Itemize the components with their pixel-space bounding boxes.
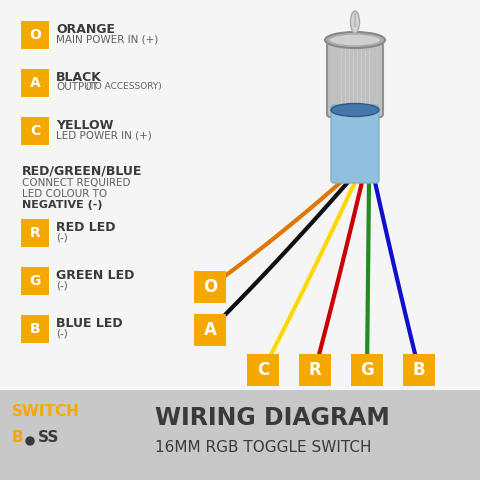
Text: O: O: [29, 28, 41, 42]
Text: BLACK: BLACK: [56, 71, 102, 84]
Text: SWITCH: SWITCH: [12, 404, 80, 419]
FancyBboxPatch shape: [21, 21, 49, 49]
FancyBboxPatch shape: [327, 43, 383, 117]
Text: R: R: [309, 361, 322, 379]
FancyBboxPatch shape: [21, 219, 49, 247]
Text: A: A: [204, 321, 216, 339]
Text: YELLOW: YELLOW: [56, 119, 113, 132]
Text: BLUE LED: BLUE LED: [56, 317, 122, 330]
Text: B: B: [30, 322, 40, 336]
Text: C: C: [257, 361, 269, 379]
Text: B: B: [413, 361, 425, 379]
Text: WIRING DIAGRAM: WIRING DIAGRAM: [155, 406, 390, 430]
FancyBboxPatch shape: [247, 354, 279, 386]
Text: RED LED: RED LED: [56, 221, 116, 234]
Ellipse shape: [350, 11, 360, 33]
FancyBboxPatch shape: [194, 314, 226, 346]
Ellipse shape: [325, 32, 385, 48]
Text: C: C: [30, 124, 40, 138]
Text: B: B: [12, 430, 24, 445]
Text: LED POWER IN (+): LED POWER IN (+): [56, 130, 152, 140]
Text: R: R: [30, 226, 40, 240]
Text: MAIN POWER IN (+): MAIN POWER IN (+): [56, 34, 158, 44]
Text: A: A: [30, 76, 40, 90]
FancyBboxPatch shape: [194, 271, 226, 303]
Text: NEGATIVE (-): NEGATIVE (-): [22, 200, 103, 210]
Text: OUTPUT: OUTPUT: [56, 82, 98, 92]
FancyBboxPatch shape: [331, 105, 379, 183]
Text: G: G: [29, 274, 41, 288]
FancyBboxPatch shape: [351, 354, 383, 386]
Text: (-): (-): [56, 328, 68, 338]
Text: GREEN LED: GREEN LED: [56, 269, 134, 282]
FancyBboxPatch shape: [21, 315, 49, 343]
Text: (-): (-): [56, 280, 68, 290]
FancyBboxPatch shape: [0, 390, 480, 480]
Text: 16MM RGB TOGGLE SWITCH: 16MM RGB TOGGLE SWITCH: [155, 440, 372, 455]
FancyBboxPatch shape: [21, 69, 49, 97]
Text: G: G: [360, 361, 374, 379]
Text: (TO ACCESSORY): (TO ACCESSORY): [83, 82, 162, 91]
FancyBboxPatch shape: [299, 354, 331, 386]
Ellipse shape: [331, 104, 379, 117]
FancyBboxPatch shape: [21, 267, 49, 295]
Text: O: O: [203, 278, 217, 296]
Text: SS: SS: [38, 430, 60, 445]
FancyBboxPatch shape: [403, 354, 435, 386]
Text: CONNECT REQUIRED: CONNECT REQUIRED: [22, 178, 131, 188]
Ellipse shape: [329, 34, 381, 46]
FancyBboxPatch shape: [21, 117, 49, 145]
Text: (-): (-): [56, 232, 68, 242]
Text: LED COLOUR TO: LED COLOUR TO: [22, 189, 107, 199]
Circle shape: [26, 437, 34, 445]
Text: RED/GREEN/BLUE: RED/GREEN/BLUE: [22, 165, 143, 178]
Text: ORANGE: ORANGE: [56, 23, 115, 36]
